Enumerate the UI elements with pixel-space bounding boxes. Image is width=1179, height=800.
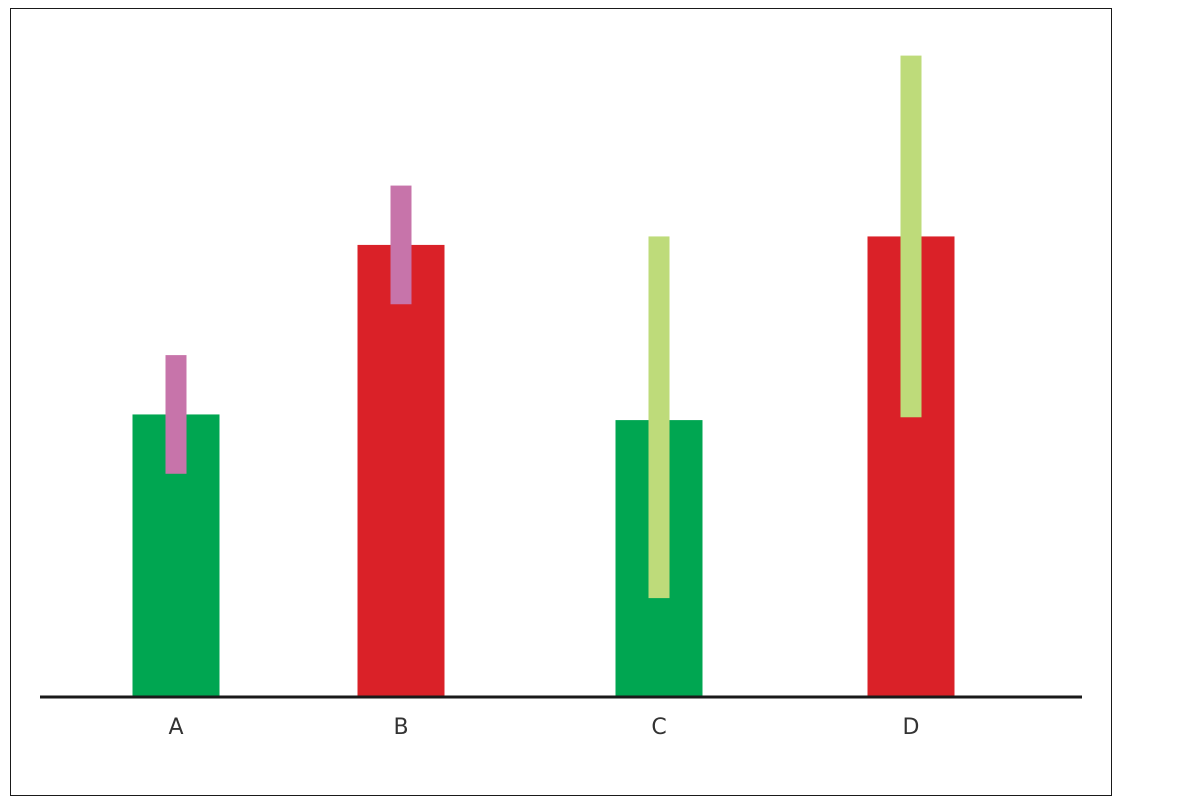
x-tick-labels: A B C D (168, 715, 919, 740)
range-marker-a (165, 355, 187, 474)
x-tick-label-c: C (651, 715, 666, 740)
x-tick-label-b: B (393, 715, 408, 740)
range-marker-b (390, 185, 412, 305)
range-marker-c (648, 236, 670, 599)
range-marker-d (900, 55, 922, 418)
x-tick-label-d: D (903, 715, 920, 740)
range-markers-group (165, 55, 922, 599)
x-tick-label-a: A (168, 715, 183, 740)
bars-group (132, 236, 955, 697)
bar-b (357, 244, 445, 697)
